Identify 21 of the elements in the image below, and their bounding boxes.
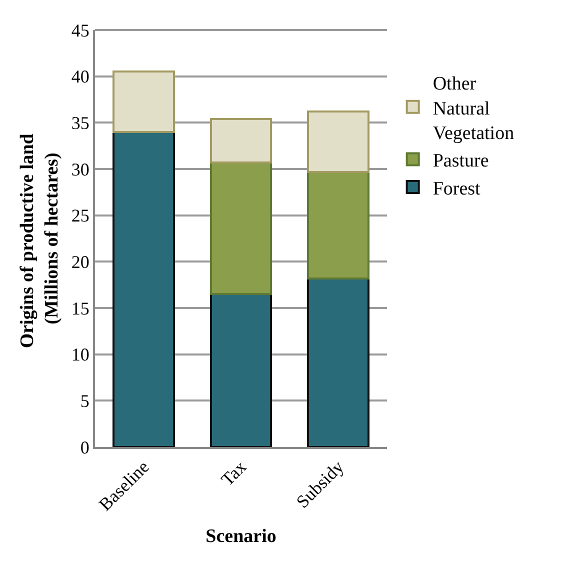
- y-tick-label: 5: [80, 390, 90, 411]
- x-tick-label: Tax: [217, 456, 250, 490]
- y-tick-label: 35: [71, 112, 90, 133]
- legend-label: Other Natural Vegetation: [432, 74, 515, 144]
- y-axis-title: Origins of productive land (Millions of hectares): [17, 128, 63, 348]
- y-tick-label: 10: [71, 344, 90, 365]
- y-tick-label: 45: [71, 20, 90, 40]
- y-tick-label: 0: [80, 437, 90, 458]
- y-tick-label: 25: [71, 206, 90, 226]
- x-axis-title: Scenario: [206, 526, 276, 547]
- y-tick-label: 15: [71, 298, 90, 318]
- legend-label: Forest: [432, 178, 482, 200]
- bar: [112, 70, 175, 133]
- y-tick-label: 40: [71, 66, 90, 87]
- y-tick-label: 30: [71, 159, 90, 180]
- bar: [210, 162, 272, 296]
- y-tick-label: 20: [71, 252, 90, 272]
- bar: [210, 293, 272, 447]
- legend-label: Pasture: [432, 150, 489, 172]
- bar: [210, 118, 272, 164]
- bar: [307, 110, 370, 173]
